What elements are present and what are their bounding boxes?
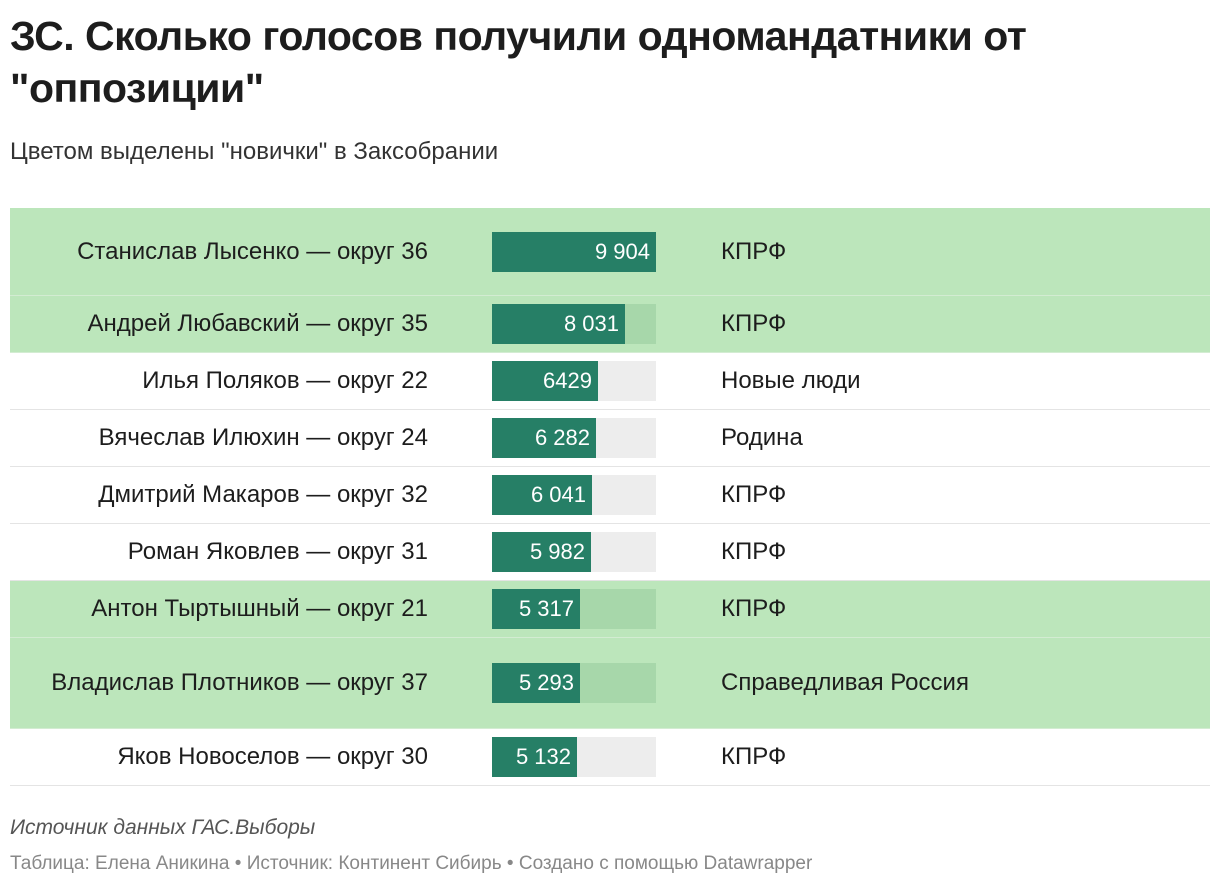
vote-value-label: 5 132 bbox=[515, 744, 571, 769]
vote-bar-cell: 5 293 bbox=[492, 663, 656, 703]
vote-value-label: 5 317 bbox=[518, 596, 574, 621]
table-row: Илья Поляков — округ 22 6429 Новые люди bbox=[10, 353, 1210, 410]
vote-value-label: 6 041 bbox=[530, 482, 586, 507]
vote-bar-cell: 5 132 bbox=[492, 737, 656, 777]
table-row: Дмитрий Макаров — округ 32 6 041 КПРФ bbox=[10, 467, 1210, 524]
table-row: Владислав Плотников — округ 37 5 293 Справ… bbox=[10, 638, 1210, 729]
chart-subtitle: Цветом выделены "новички" в Заксобрании bbox=[10, 138, 499, 165]
party-name: КПРФ bbox=[721, 310, 787, 337]
vote-bar bbox=[492, 532, 591, 572]
table-row: Антон Тыртышный — округ 21 5 317 КПРФ bbox=[10, 581, 1210, 638]
vote-bar bbox=[492, 663, 580, 703]
table-row: Станислав Лысенко — округ 36 9 904 КПРФ bbox=[10, 208, 1210, 296]
vote-bar-cell: 9 904 bbox=[492, 231, 656, 272]
table-row: Яков Новоселов — округ 30 5 132 КПРФ bbox=[10, 729, 1210, 786]
party-name: КПРФ bbox=[721, 538, 787, 565]
vote-bar bbox=[492, 589, 580, 629]
candidate-name: Яков Новоселов — округ 30 bbox=[117, 743, 428, 770]
candidate-name: Илья Поляков — округ 22 bbox=[142, 367, 428, 394]
party-name: Родина bbox=[721, 424, 803, 451]
footer-credits: Таблица: Елена Аникина • Источник: Конти… bbox=[10, 853, 813, 874]
candidate-name: Дмитрий Макаров — округ 32 bbox=[98, 481, 428, 508]
vote-bar bbox=[492, 304, 625, 344]
vote-bar bbox=[492, 231, 656, 272]
source-note: Источник данных ГАС.Выборы bbox=[10, 816, 316, 839]
vote-bar bbox=[492, 475, 592, 515]
candidate-name: Вячеслав Илюхин — округ 24 bbox=[98, 424, 428, 451]
table-row: Вячеслав Илюхин — округ 24 6 282 Родина bbox=[10, 410, 1210, 467]
vote-value-label: 6 282 bbox=[534, 425, 590, 450]
party-name: Справедливая Россия bbox=[721, 669, 969, 696]
party-name: КПРФ bbox=[721, 595, 787, 622]
vote-bar bbox=[492, 418, 596, 458]
party-name: КПРФ bbox=[721, 743, 787, 770]
table-row: Андрей Любавский — округ 35 8 031 КПРФ bbox=[10, 296, 1210, 353]
vote-bar bbox=[492, 361, 598, 401]
candidate-name: Владислав Плотников — округ 37 bbox=[51, 669, 428, 696]
data-table: Станислав Лысенко — округ 36 9 904 КПРФ Анд… bbox=[10, 208, 1210, 786]
vote-value-label: 5 293 bbox=[518, 670, 574, 695]
vote-value-label: 9 904 bbox=[594, 238, 650, 264]
vote-bar-cell: 6 041 bbox=[492, 475, 656, 515]
party-name: КПРФ bbox=[721, 481, 787, 508]
vote-bar-cell: 6429 bbox=[492, 361, 656, 401]
vote-bar-cell: 8 031 bbox=[492, 304, 656, 344]
candidate-name: Роман Яковлев — округ 31 bbox=[127, 538, 428, 565]
vote-bar-cell: 5 982 bbox=[492, 532, 656, 572]
vote-value-label: 5 982 bbox=[529, 539, 585, 564]
vote-value-label: 6429 bbox=[543, 368, 592, 393]
vote-bar-cell: 5 317 bbox=[492, 589, 656, 629]
vote-bar bbox=[492, 737, 577, 777]
party-name: Новые люди bbox=[721, 367, 861, 394]
table-row: Роман Яковлев — округ 31 5 982 КПРФ bbox=[10, 524, 1210, 581]
vote-bar-cell: 6 282 bbox=[492, 418, 656, 458]
candidate-name: Андрей Любавский — округ 35 bbox=[87, 310, 429, 337]
candidate-name: Антон Тыртышный — округ 21 bbox=[91, 595, 428, 622]
candidate-name: Станислав Лысенко — округ 36 bbox=[77, 237, 428, 265]
party-name: КПРФ bbox=[721, 237, 787, 265]
vote-value-label: 8 031 bbox=[563, 311, 619, 336]
chart-title: ЗС. Сколько голосов получили одномандатн… bbox=[10, 13, 1027, 111]
